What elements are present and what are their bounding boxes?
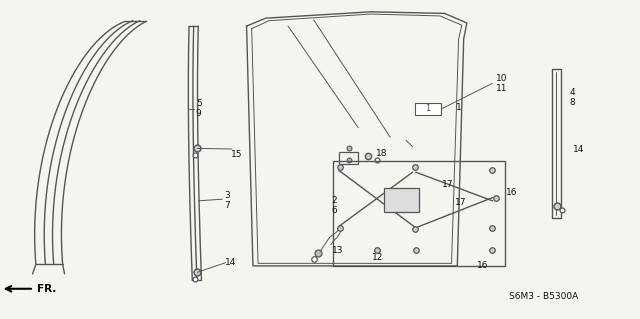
Text: 12: 12	[372, 254, 383, 263]
Text: 1: 1	[456, 103, 462, 112]
Text: 14: 14	[225, 258, 236, 267]
Text: FR.: FR.	[37, 284, 56, 294]
Bar	[415, 103, 442, 115]
Text: 10
11: 10 11	[496, 74, 508, 93]
Text: 5
9: 5 9	[196, 99, 202, 118]
Text: 3
7: 3 7	[225, 191, 230, 211]
Bar	[339, 152, 358, 164]
Bar	[384, 188, 419, 212]
Text: 13: 13	[332, 246, 344, 255]
Text: 16: 16	[477, 261, 488, 271]
Text: 15: 15	[231, 150, 243, 159]
Text: S6M3 - B5300A: S6M3 - B5300A	[509, 292, 578, 300]
Text: 18: 18	[376, 149, 388, 158]
Text: 1: 1	[426, 105, 431, 114]
Text: 14: 14	[573, 145, 584, 154]
Text: 4
8: 4 8	[570, 88, 575, 107]
Text: 17: 17	[455, 198, 467, 207]
Text: 16: 16	[506, 188, 517, 197]
Text: 17: 17	[442, 181, 454, 189]
Text: 2
6: 2 6	[331, 196, 337, 215]
